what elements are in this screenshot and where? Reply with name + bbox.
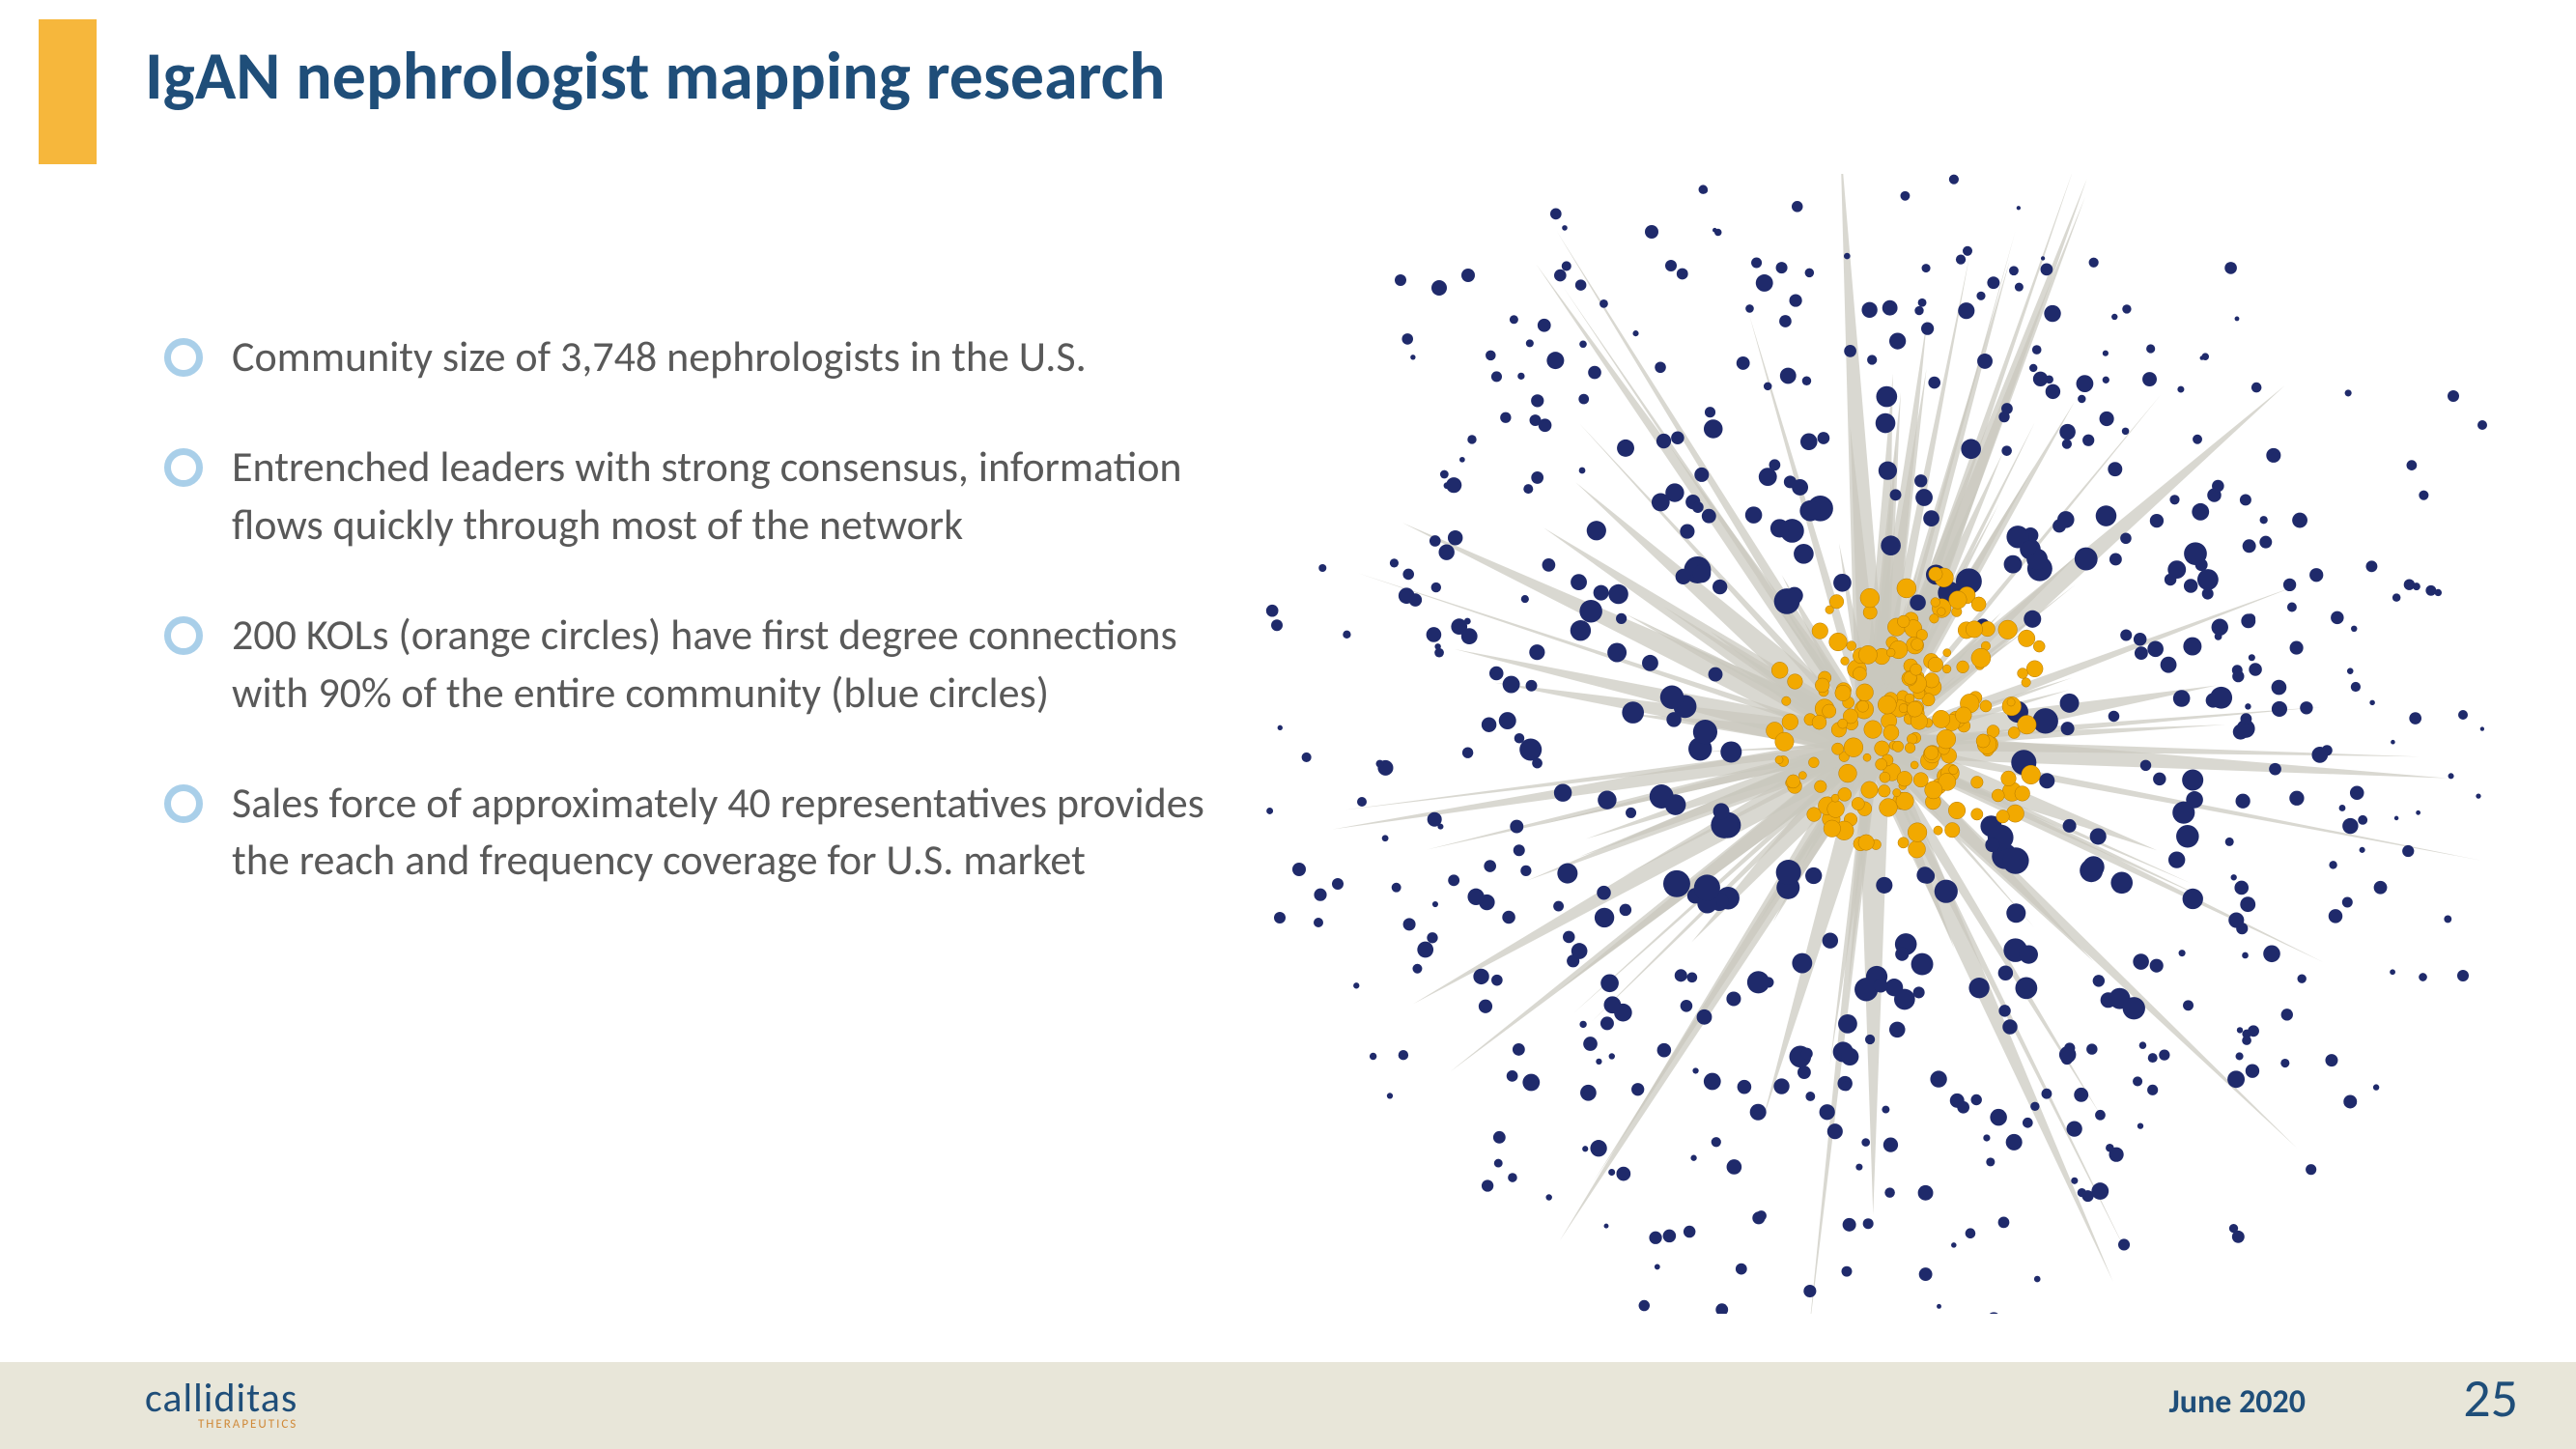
bullet-text: 200 KOLs (orange circles) have first deg… [232,607,1207,722]
bullet-text: Sales force of approximately 40 represen… [232,775,1207,890]
bullet-text: Entrenched leaders with strong consensus… [232,439,1207,554]
network-diagram [1246,174,2502,1314]
list-item: Sales force of approximately 40 represen… [164,775,1207,890]
bullet-icon [164,448,203,487]
page-title: IgAN nephrologist mapping research [145,34,1165,117]
footer-date: June 2020 [2169,1382,2306,1422]
list-item: 200 KOLs (orange circles) have first deg… [164,607,1207,722]
bullet-icon [164,784,203,823]
page-number: 25 [2463,1366,2518,1432]
bullet-list: Community size of 3,748 nephrologists in… [164,328,1207,943]
footer-logo: calliditas THERAPEUTICS [145,1374,297,1432]
bullet-icon [164,616,203,655]
slide: IgAN nephrologist mapping research Commu… [0,0,2576,1449]
logo-text: calliditas [145,1374,297,1423]
footer-bar: calliditas THERAPEUTICS June 2020 25 [0,1362,2576,1449]
bullet-text: Community size of 3,748 nephrologists in… [232,328,1087,385]
list-item: Community size of 3,748 nephrologists in… [164,328,1207,385]
list-item: Entrenched leaders with strong consensus… [164,439,1207,554]
accent-bar [39,19,97,164]
bullet-icon [164,338,203,377]
